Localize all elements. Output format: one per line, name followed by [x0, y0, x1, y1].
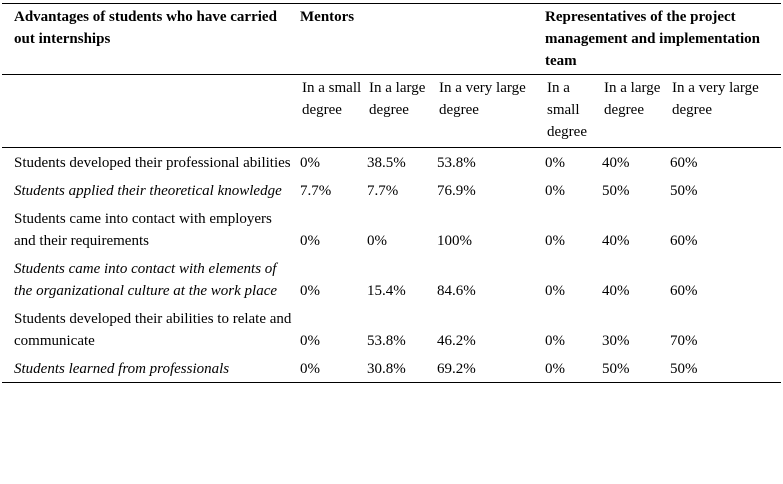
- row-value: 69.2%: [437, 361, 476, 377]
- row-value: 0%: [300, 283, 320, 299]
- row-value: 0%: [545, 155, 566, 171]
- table-row: Students developed their abilities to re…: [2, 304, 781, 354]
- subheader-mentors-small: In a small degree: [302, 80, 362, 118]
- row-value: 0%: [545, 333, 566, 349]
- header-advantages: Advantages of students who have carried …: [14, 9, 277, 47]
- row-value: 50%: [602, 361, 630, 377]
- row-value: 50%: [602, 183, 630, 199]
- header-row: Advantages of students who have carried …: [2, 3, 782, 75]
- row-value: 0%: [545, 361, 566, 377]
- row-value: 7.7%: [300, 183, 332, 199]
- row-value: 40%: [602, 283, 630, 299]
- row-value: 50%: [670, 361, 698, 377]
- row-value: 53.8%: [367, 333, 406, 349]
- row-value: 7.7%: [367, 183, 399, 199]
- row-value: 0%: [545, 233, 566, 249]
- row-value: 70%: [670, 333, 698, 349]
- row-value: 46.2%: [437, 333, 476, 349]
- row-value: 0%: [300, 233, 320, 249]
- subheader-team-very-large: In a very large degree: [672, 80, 759, 118]
- row-label: Students came into contact with elements…: [14, 261, 278, 299]
- row-value: 50%: [670, 183, 698, 199]
- subheader-team-small: In a small degree: [547, 80, 587, 140]
- table-row: Students learned from professionals 0% 30.…: [2, 354, 782, 383]
- row-label: Students came into contact with employer…: [14, 211, 272, 249]
- row-value: 40%: [602, 155, 630, 171]
- row-value: 76.9%: [437, 183, 476, 199]
- row-value: 84.6%: [437, 283, 476, 299]
- row-label: Students applied their theoretical knowl…: [14, 183, 282, 199]
- subheader-mentors-large: In a large degree: [369, 80, 426, 118]
- row-value: 30%: [602, 333, 630, 349]
- internship-advantages-table: Advantages of students who have carried …: [2, 3, 782, 383]
- subheader-empty: [2, 75, 300, 148]
- header-representatives: Representatives of the project managemen…: [545, 9, 761, 69]
- row-value: 38.5%: [367, 155, 406, 171]
- row-label: Students developed their abilities to re…: [14, 311, 292, 349]
- row-value: 0%: [300, 155, 320, 171]
- row-value: 30.8%: [367, 361, 406, 377]
- header-mentors: Mentors: [300, 9, 355, 25]
- row-label: Students learned from professionals: [14, 361, 230, 377]
- row-label: Students developed their professional ab…: [14, 155, 291, 171]
- row-value: 0%: [367, 233, 387, 249]
- row-value: 60%: [670, 233, 698, 249]
- row-value: 60%: [670, 283, 698, 299]
- row-value: 40%: [602, 233, 630, 249]
- row-value: 0%: [545, 183, 566, 199]
- row-value: 100%: [437, 233, 472, 249]
- row-value: 0%: [300, 361, 320, 377]
- row-value: 15.4%: [367, 283, 406, 299]
- table-row: Students came into contact with employer…: [2, 204, 781, 254]
- row-value: 53.8%: [437, 155, 476, 171]
- table-row: Students came into contact with elements…: [2, 254, 781, 304]
- table-row: Students developed their professional ab…: [2, 148, 781, 177]
- row-value: 0%: [545, 283, 566, 299]
- row-value: 60%: [670, 155, 698, 171]
- subheader-row: In a small degree In a large degree In a…: [2, 75, 782, 148]
- subheader-team-large: In a large degree: [604, 80, 661, 118]
- subheader-mentors-very-large: In a very large degree: [439, 80, 526, 118]
- table-row: Students applied their theoretical knowl…: [2, 176, 781, 204]
- row-value: 0%: [300, 333, 320, 349]
